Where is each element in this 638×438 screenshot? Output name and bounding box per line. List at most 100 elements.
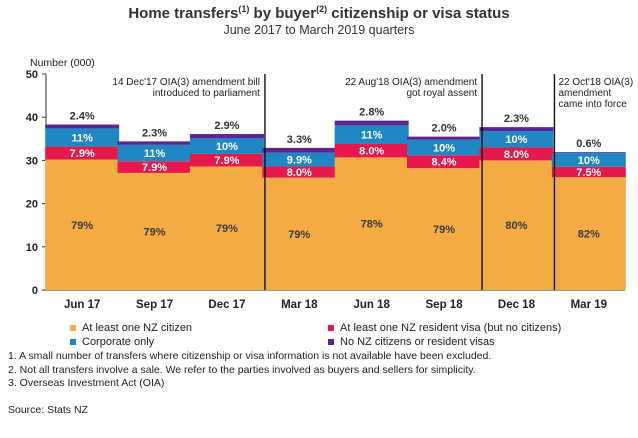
data-label: 80%	[505, 220, 527, 232]
bar-segment-1	[407, 168, 482, 290]
data-label-top: 2.3%	[142, 127, 167, 139]
bar-segment-4	[479, 127, 554, 132]
chart-subtitle: June 2017 to March 2019 quarters	[223, 23, 415, 37]
annotation-text-2: 22 Aug'18 OIA(3) amendment	[345, 77, 477, 88]
bar-segment-3	[551, 153, 626, 167]
x-tick-label: Sep 17	[136, 299, 173, 311]
bar-segment-1	[551, 177, 626, 290]
x-tick-label: Mar 19	[571, 299, 607, 311]
data-label: 79%	[433, 224, 455, 236]
annotation-text-3: came into force	[558, 99, 627, 110]
legend-swatch-citizen	[70, 325, 76, 331]
data-label: 9.9%	[287, 155, 312, 167]
data-label: 10%	[578, 155, 600, 167]
data-label: 11%	[144, 148, 166, 160]
bar-segment-3	[262, 152, 337, 167]
bar-segment-3	[117, 144, 192, 162]
annotation-text-3: 22 Oct'18 OIA(3)	[558, 77, 633, 88]
bar-segment-4	[551, 152, 626, 154]
y-tick-label: 20	[26, 199, 38, 211]
title-text-1: Home transfers	[128, 5, 239, 22]
data-label-top: 0.6%	[576, 138, 601, 150]
data-label: 11%	[71, 133, 93, 145]
footnotes: 1. A small number of transfers where cit…	[8, 350, 491, 391]
data-label: 7.9%	[70, 148, 95, 160]
data-label: 7.9%	[142, 162, 167, 174]
bar-segment-2	[45, 146, 120, 160]
data-label: 10%	[505, 134, 527, 146]
data-label: 8.4%	[432, 157, 457, 169]
bar-segment-2	[262, 166, 337, 178]
stacked-bar-chart: Number (000) 0 10 20 30 40 50 79% 7.9% 11% 2.4% Jun…	[26, 57, 633, 311]
annotation-text-3: amendment	[558, 88, 611, 99]
bar-segment-1	[334, 157, 409, 290]
bar-segment-2	[334, 143, 409, 158]
legend-item-corporate: Corporate only	[70, 336, 154, 348]
bar-segment-3	[189, 138, 264, 154]
bar-segment-4	[262, 147, 337, 153]
x-tick-label: Mar 18	[281, 299, 318, 311]
annotation-text-1: introduced to parliament	[153, 88, 261, 99]
data-label-top: 2.0%	[432, 123, 457, 135]
annotation-text-1: 14 Dec'17 OIA(3) amendment bill	[112, 77, 260, 88]
legend-item-citizen: At least one NZ citizen	[70, 322, 192, 334]
bar-segment-2	[117, 161, 192, 173]
data-label: 10%	[216, 141, 238, 153]
title-sup-1: (1)	[238, 4, 250, 14]
data-label: 78%	[361, 219, 383, 231]
y-tick-label: 40	[26, 112, 38, 124]
legend-swatch-resident-visa	[328, 325, 334, 331]
data-label: 79%	[288, 229, 310, 241]
data-label: 7.5%	[576, 167, 601, 179]
chart-title: Home transfers(1) by buyer(2) citizenshi…	[0, 4, 638, 22]
footnote-3: 3. Overseas Investment Act (OIA)	[8, 377, 165, 389]
footnote-2: 2. Not all transfers involve a sale. We …	[8, 363, 476, 376]
y-tick-label: 0	[32, 285, 38, 297]
bar-segment-3	[334, 125, 409, 144]
data-label: 8.0%	[287, 167, 312, 179]
bar-segment-2	[407, 155, 482, 169]
legend-label-corporate: Corporate only	[82, 336, 155, 348]
legend-label-resident-visa: At least one NZ resident visa (but no ci…	[340, 322, 562, 334]
legend-swatch-no-nz	[328, 339, 334, 345]
bar-segment-4	[189, 134, 264, 139]
bar-segment-2	[189, 153, 264, 167]
bar-segment-1	[117, 172, 192, 290]
x-tick-label: Jun 18	[353, 299, 390, 311]
y-tick-label: 10	[26, 242, 38, 254]
footnote-1: 1. A small number of transfers where cit…	[8, 350, 492, 362]
y-tick-label: 50	[26, 69, 38, 81]
source-note: Source: Stats NZ	[8, 404, 88, 416]
bar-segment-3	[45, 128, 120, 147]
bar-segment-2	[551, 166, 626, 178]
data-label-top: 2.3%	[504, 113, 529, 125]
bar-segment-4	[334, 120, 409, 126]
title-sup-2: (2)	[316, 4, 328, 14]
data-label: 11%	[361, 130, 383, 142]
legend-item-resident-visa: At least one NZ resident visa (but no ci…	[328, 322, 561, 334]
bar-segment-1	[479, 160, 554, 290]
bar-segment-4	[45, 124, 120, 129]
bar-segment-1	[262, 177, 337, 290]
y-tick-label: 30	[26, 155, 38, 167]
data-label: 8.0%	[504, 149, 529, 161]
bar-segment-2	[479, 147, 554, 161]
data-label: 79%	[71, 220, 93, 232]
data-label: 79%	[216, 223, 238, 235]
x-tick-label: Dec 17	[208, 299, 245, 311]
data-label-top: 2.8%	[359, 107, 384, 119]
data-label-top: 2.9%	[214, 120, 239, 132]
data-label-top: 2.4%	[70, 111, 95, 123]
data-label: 8.0%	[359, 146, 384, 158]
bar-segment-4	[117, 141, 192, 145]
data-label-top: 3.3%	[287, 134, 312, 146]
x-tick-label: Jun 17	[64, 299, 100, 311]
bar-segment-1	[45, 159, 120, 290]
data-label: 7.9%	[214, 155, 239, 167]
data-label: 79%	[144, 226, 166, 238]
bar-segment-3	[479, 131, 554, 148]
y-axis-title: Number (000)	[30, 57, 95, 69]
legend-item-no-nz: No NZ citizens or resident visas	[328, 336, 495, 348]
bar-segment-4	[407, 136, 482, 140]
data-label: 82%	[578, 229, 600, 241]
